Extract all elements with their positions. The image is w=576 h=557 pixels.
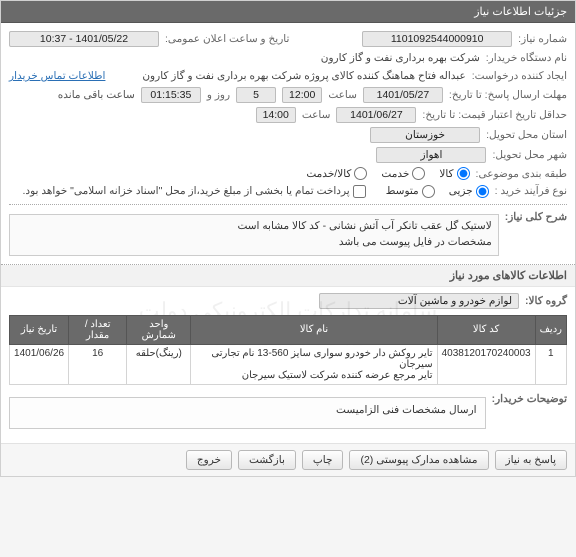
- attachments-button[interactable]: مشاهده مدارک پیوستی (2): [349, 450, 488, 470]
- table-row: 1 4038120170240003 تایر روکش دار خودرو س…: [10, 344, 567, 384]
- valid-until-date: 1401/06/27: [336, 107, 416, 123]
- deadline-time: 12:00: [282, 87, 322, 103]
- summary-line-1: لاستیک گل عقب تانکر آب آتش نشانی - کد کا…: [16, 219, 492, 235]
- back-button[interactable]: بازگشت: [238, 450, 296, 470]
- col-qty: تعداد / مقدار: [69, 315, 127, 344]
- col-name: نام کالا: [191, 315, 437, 344]
- buyer-contact-link[interactable]: اطلاعات تماس خریدار: [9, 70, 105, 82]
- reply-button[interactable]: پاسخ به نیاز: [495, 450, 567, 470]
- button-bar: پاسخ به نیاز مشاهده مدارک پیوستی (2) چاپ…: [1, 443, 575, 476]
- cell-qty: 16: [69, 344, 127, 384]
- purchase-type-label: نوع فرآیند خرید :: [495, 185, 567, 197]
- opt-goods-service[interactable]: کالا/خدمت: [306, 167, 367, 180]
- days-label: روز و: [207, 89, 230, 101]
- col-row: ردیف: [535, 315, 566, 344]
- cell-code: 4038120170240003: [437, 344, 535, 384]
- need-details-panel: جزئیات اطلاعات نیاز شماره نیاز: 11010925…: [0, 0, 576, 477]
- items-grid-area: سامانه تدارکات الکترونیکی دولت 021-88976…: [1, 287, 575, 443]
- announce-value: 1401/05/22 - 10:37: [9, 31, 159, 47]
- group-label: گروه کالا:: [525, 295, 567, 307]
- group-value: لوازم خودرو و ماشین آلات: [319, 293, 519, 309]
- buyer-notes-text: ارسال مشخصات فنی الزامیست: [336, 404, 477, 416]
- province-value: خوزستان: [370, 127, 480, 143]
- separator: [9, 204, 567, 205]
- purchase-type-options: جزیی متوسط: [386, 185, 489, 198]
- cell-unit: (رینگ)حلقه: [127, 344, 191, 384]
- col-unit: واحد شمارش: [127, 315, 191, 344]
- days-value: 5: [236, 87, 276, 103]
- table-header-row: ردیف کد کالا نام کالا واحد شمارش تعداد /…: [10, 315, 567, 344]
- requester-value: عبداله فتاح هماهنگ کننده کالای پروژه شرک…: [142, 69, 465, 83]
- items-section-title: اطلاعات کالاهای مورد نیاز: [1, 265, 575, 287]
- col-date: تاریخ نیاز: [10, 315, 69, 344]
- need-header-section: شماره نیاز: 1101092544000910 تاریخ و ساع…: [1, 23, 575, 265]
- opt-service[interactable]: خدمت: [381, 167, 425, 180]
- time-label-2: ساعت: [302, 109, 331, 121]
- time-label-1: ساعت: [328, 89, 357, 101]
- payment-note-check[interactable]: پرداخت تمام یا بخشی از مبلغ خرید،از محل …: [23, 184, 366, 198]
- payment-note-text: پرداخت تمام یا بخشی از مبلغ خرید،از محل …: [23, 184, 350, 198]
- panel-title: جزئیات اطلاعات نیاز: [1, 1, 575, 23]
- need-number-label: شماره نیاز:: [518, 33, 567, 45]
- valid-until-label: حداقل تاریخ اعتبار قیمت: تا تاریخ:: [422, 109, 567, 121]
- col-code: کد کالا: [437, 315, 535, 344]
- items-table: ردیف کد کالا نام کالا واحد شمارش تعداد /…: [9, 315, 567, 385]
- cell-name: تایر روکش دار خودرو سواری سایز 560-13 نا…: [191, 344, 437, 384]
- subject-class-options: کالا خدمت کالا/خدمت: [306, 167, 469, 180]
- exit-button[interactable]: خروج: [186, 450, 232, 470]
- summary-box: لاستیک گل عقب تانکر آب آتش نشانی - کد کا…: [9, 214, 499, 256]
- need-number-value: 1101092544000910: [362, 31, 512, 47]
- buyer-org-value: شرکت بهره برداری نفت و گاز کارون: [321, 51, 480, 65]
- remaining-countdown: 01:15:35: [141, 87, 201, 103]
- deadline-date: 1401/05/27: [363, 87, 443, 103]
- city-value: اهواز: [376, 147, 486, 163]
- print-button[interactable]: چاپ: [302, 450, 344, 470]
- opt-minor[interactable]: جزیی: [449, 185, 489, 198]
- cell-date: 1401/06/26: [10, 344, 69, 384]
- province-label: استان محل تحویل:: [486, 129, 567, 141]
- deadline-label: مهلت ارسال پاسخ: تا تاریخ:: [449, 89, 567, 101]
- notes-label: توضیحات خریدار:: [492, 393, 567, 405]
- opt-goods[interactable]: کالا: [439, 167, 469, 180]
- cell-row: 1: [535, 344, 566, 384]
- announce-label: تاریخ و ساعت اعلان عمومی:: [165, 33, 289, 45]
- city-label: شهر محل تحویل:: [492, 149, 567, 161]
- subject-class-label: طبقه بندی موضوعی:: [476, 168, 567, 180]
- valid-until-time: 14:00: [256, 107, 296, 123]
- summary-line-2: مشخصات در فایل پیوست می باشد: [16, 235, 492, 251]
- buyer-org-label: نام دستگاه خریدار:: [486, 52, 567, 64]
- requester-label: ایجاد کننده درخواست:: [472, 70, 567, 82]
- opt-medium[interactable]: متوسط: [386, 185, 435, 198]
- remaining-suffix: ساعت باقی مانده: [58, 89, 135, 101]
- buyer-notes-box: ارسال مشخصات فنی الزامیست: [9, 397, 486, 429]
- summary-label: شرح کلی نیاز:: [505, 211, 567, 223]
